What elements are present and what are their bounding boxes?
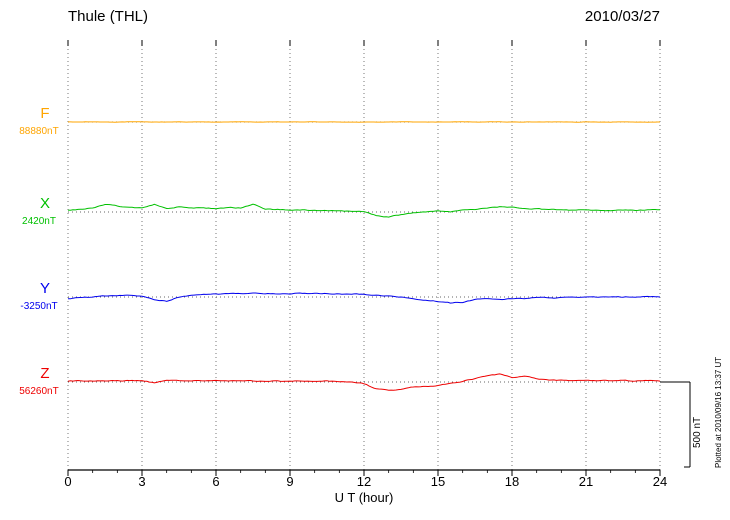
trace-X (67, 203, 661, 218)
series-value-label: 2420nT (22, 216, 56, 227)
series-value-label: -3250nT (20, 301, 58, 312)
trace-Z (67, 373, 661, 391)
trace-F (68, 121, 660, 123)
x-tick-label: 18 (504, 474, 520, 489)
x-tick-label: 15 (430, 474, 446, 489)
x-tick-label: 24 (652, 474, 668, 489)
x-tick-label: 21 (578, 474, 594, 489)
series-value-label: 56260nT (19, 386, 59, 397)
x-tick-label: 9 (286, 474, 294, 489)
plot-timestamp: Plotted at 2010/09/16 13:37 UT (714, 356, 723, 468)
series-letter-label: Y (39, 280, 50, 297)
series-letter-label: Z (40, 365, 50, 382)
x-tick-label: 12 (356, 474, 372, 489)
x-tick-label: 0 (64, 474, 72, 489)
plot-date: 2010/03/27 (584, 8, 660, 25)
x-tick-label: 3 (138, 474, 146, 489)
series-letter-label: F (40, 105, 50, 122)
series-value-label: 88880nT (19, 126, 59, 137)
scale-bar-label: 500 nT (692, 416, 703, 448)
series-letter-label: X (39, 195, 50, 212)
trace-Y (67, 292, 661, 304)
x-axis-label: U T (hour) (334, 490, 394, 505)
x-tick-label: 6 (212, 474, 220, 489)
station-title: Thule (THL) (68, 8, 149, 25)
